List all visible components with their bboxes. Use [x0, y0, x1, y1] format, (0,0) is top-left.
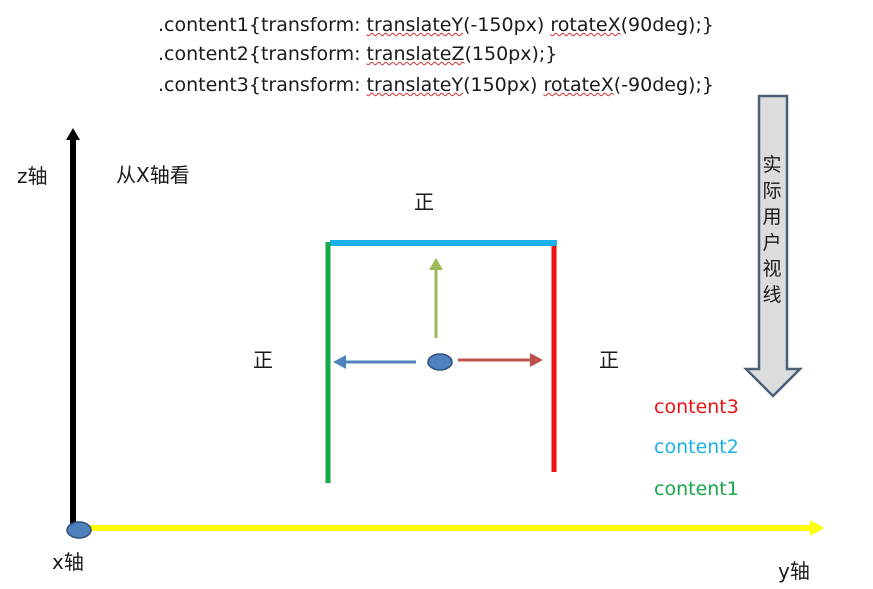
positive-label-right: 正 [599, 348, 619, 372]
positive-label-left: 正 [253, 348, 273, 372]
y-axis [80, 520, 824, 536]
y-axis-label: y轴 [778, 559, 810, 583]
legend-content1: content1 [654, 478, 739, 500]
origin-dot [66, 521, 92, 539]
center-dot [427, 353, 453, 371]
arrow-right [458, 353, 543, 367]
legend-content2: content2 [654, 436, 739, 458]
user-view-arrow [742, 94, 804, 398]
user-view-label: 实际用户视线 [762, 154, 782, 306]
z-axis [66, 128, 80, 528]
view-direction-label: 从X轴看 [116, 163, 190, 187]
positive-label-top: 正 [414, 190, 434, 214]
z-axis-label: z轴 [17, 164, 48, 188]
code-line-content2: .content2{transform: translateZ(150px);} [158, 43, 558, 65]
code-line-content3: .content3{transform: translateY(150px) r… [158, 74, 714, 96]
code-line-content1: .content1{transform: translateY(-150px) … [158, 14, 714, 36]
x-axis-label: x轴 [52, 550, 84, 574]
arrow-left [333, 355, 416, 369]
legend-content3: content3 [654, 396, 739, 418]
arrow-up [429, 258, 443, 338]
